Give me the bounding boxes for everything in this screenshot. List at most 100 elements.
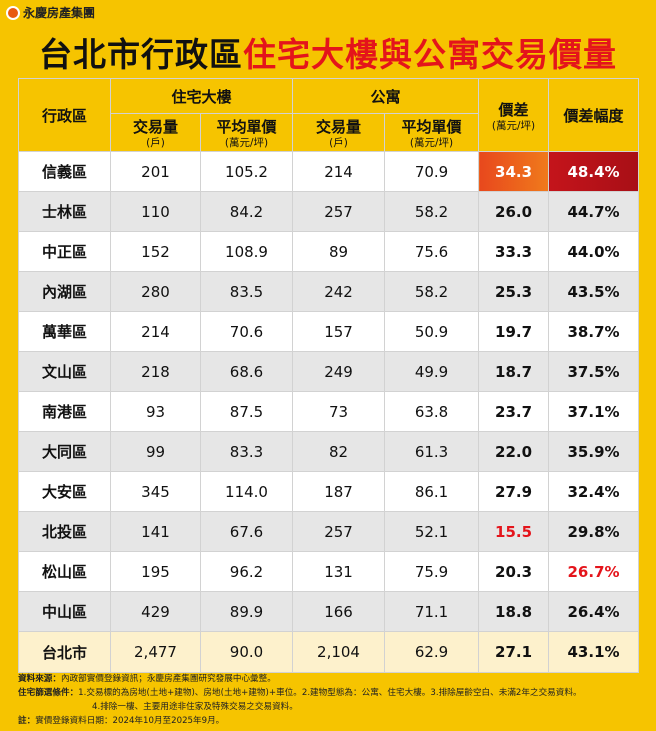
table-cell: 157	[292, 311, 386, 352]
table-cell: 內湖區	[18, 271, 111, 312]
table-cell: 83.3	[199, 431, 294, 472]
table-cell: 34.3	[478, 151, 550, 192]
table-cell: 70.9	[384, 151, 480, 192]
header-main: 價差	[498, 100, 529, 119]
table-row: 萬華區 214 70.6 157 50.9 19.7 38.7%	[18, 311, 640, 352]
table-cell: 南港區	[18, 391, 111, 432]
table-cell: 22.0	[478, 431, 550, 472]
header-cell: 住宅大樓	[109, 78, 294, 114]
header-unit: (戶)	[146, 137, 165, 149]
header-unit: (萬元/坪)	[224, 137, 269, 149]
table-cell: 58.2	[384, 191, 480, 232]
table-body: 信義區 201 105.2 214 70.9 34.3 48.4% 士林區 110 84.2 257…	[18, 151, 640, 673]
table-cell: 93	[110, 391, 201, 432]
header-cell: 平均單價 (萬元/坪)	[199, 113, 294, 152]
table-cell: 114.0	[199, 471, 294, 512]
table-cell: 214	[292, 151, 386, 192]
note-line: 註：實價登錄資料日期：2024年10月至2025年9月。	[18, 714, 648, 728]
header-cell: 交易量 (戶)	[110, 113, 201, 152]
title: 台北市行政區住宅大樓與公寓交易價量	[0, 28, 656, 76]
note-line: 資料來源：內政部實價登錄資訊；永慶房產集團研究發展中心彙整。	[18, 672, 648, 686]
table-cell: 萬華區	[18, 311, 111, 352]
table-row: 北投區 141 67.6 257 52.1 15.5 29.8%	[18, 511, 640, 552]
table-cell: 台北市	[18, 631, 111, 673]
header-cell: 行政區	[18, 78, 111, 152]
table-cell: 松山區	[18, 551, 111, 592]
table-cell: 49.9	[384, 351, 480, 392]
table-cell: 195	[110, 551, 201, 592]
table-cell: 48.4%	[548, 151, 640, 192]
table-cell: 257	[292, 191, 386, 232]
header-main: 平均單價	[216, 118, 277, 136]
table-cell: 166	[292, 591, 386, 632]
header-cell: 價差 (萬元/坪)	[478, 78, 550, 152]
table-cell: 201	[110, 151, 201, 192]
table-cell: 110	[110, 191, 201, 232]
table-cell: 32.4%	[548, 471, 640, 512]
table-cell: 89	[292, 231, 386, 272]
table-cell: 中山區	[18, 591, 111, 632]
table-cell: 75.9	[384, 551, 480, 592]
table-cell: 19.7	[478, 311, 550, 352]
note-line: 住宅篩選條件：1.交易標的為房地(土地+建物)、房地(土地+建物)+車位。2.建…	[18, 686, 648, 700]
note-label: 註：	[18, 716, 36, 726]
header-main: 交易量	[132, 118, 178, 136]
table-cell: 26.0	[478, 191, 550, 232]
table-cell: 2,477	[110, 631, 201, 673]
table-row: 中山區 429 89.9 166 71.1 18.8 26.4%	[18, 591, 640, 632]
logo-icon	[6, 5, 20, 20]
table-cell: 18.8	[478, 591, 550, 632]
table-cell: 86.1	[384, 471, 480, 512]
note-label: 資料來源：	[18, 674, 61, 684]
table-cell: 96.2	[199, 551, 294, 592]
table-cell: 141	[110, 511, 201, 552]
table-cell: 士林區	[18, 191, 111, 232]
table-cell: 90.0	[199, 631, 294, 673]
table-cell: 大同區	[18, 431, 111, 472]
table-cell: 29.8%	[548, 511, 640, 552]
header-cell: 平均單價 (萬元/坪)	[384, 113, 480, 152]
table-cell: 83.5	[199, 271, 294, 312]
table-cell: 218	[110, 351, 201, 392]
table-cell: 89.9	[199, 591, 294, 632]
table-cell: 33.3	[478, 231, 550, 272]
table-cell: 82	[292, 431, 386, 472]
header-main: 交易量	[316, 118, 362, 136]
table-cell: 71.1	[384, 591, 480, 632]
header-unit: (戶)	[329, 137, 348, 149]
table-cell: 99	[110, 431, 201, 472]
table-cell: 50.9	[384, 311, 480, 352]
table-cell: 文山區	[18, 351, 111, 392]
table-cell: 429	[110, 591, 201, 632]
title-part: 台北市行政區	[39, 35, 243, 74]
table-cell: 63.8	[384, 391, 480, 432]
table-cell: 58.2	[384, 271, 480, 312]
table-cell: 中正區	[18, 231, 111, 272]
table-cell: 23.7	[478, 391, 550, 432]
table-row: 南港區 93 87.5 73 63.8 23.7 37.1%	[18, 391, 640, 432]
table-cell: 187	[292, 471, 386, 512]
table-cell: 37.5%	[548, 351, 640, 392]
table-row: 士林區 110 84.2 257 58.2 26.0 44.7%	[18, 191, 640, 232]
table-cell: 280	[110, 271, 201, 312]
total-row: 台北市 2,477 90.0 2,104 62.9 27.1 43.1%	[18, 631, 640, 673]
table-cell: 108.9	[199, 231, 294, 272]
data-table: 行政區 住宅大樓 公寓 價差 (萬元/坪) 價差幅度 交易量 (戶) 平均單價 (萬元/…	[18, 78, 640, 673]
header-cell: 交易量 (戶)	[292, 113, 386, 152]
table-cell: 43.5%	[548, 271, 640, 312]
table-cell: 35.9%	[548, 431, 640, 472]
table-cell: 70.6	[199, 311, 294, 352]
logo: 永慶房產集團	[6, 4, 95, 21]
table-head: 行政區 住宅大樓 公寓 價差 (萬元/坪) 價差幅度 交易量 (戶) 平均單價 (萬元/…	[18, 78, 640, 152]
table-cell: 18.7	[478, 351, 550, 392]
table-cell: 信義區	[18, 151, 111, 192]
table-cell: 257	[292, 511, 386, 552]
table-cell: 214	[110, 311, 201, 352]
table-cell: 68.6	[199, 351, 294, 392]
table-cell: 75.6	[384, 231, 480, 272]
table-row: 內湖區 280 83.5 242 58.2 25.3 43.5%	[18, 271, 640, 312]
table-cell: 73	[292, 391, 386, 432]
header-unit: (萬元/坪)	[491, 119, 536, 132]
table-cell: 87.5	[199, 391, 294, 432]
